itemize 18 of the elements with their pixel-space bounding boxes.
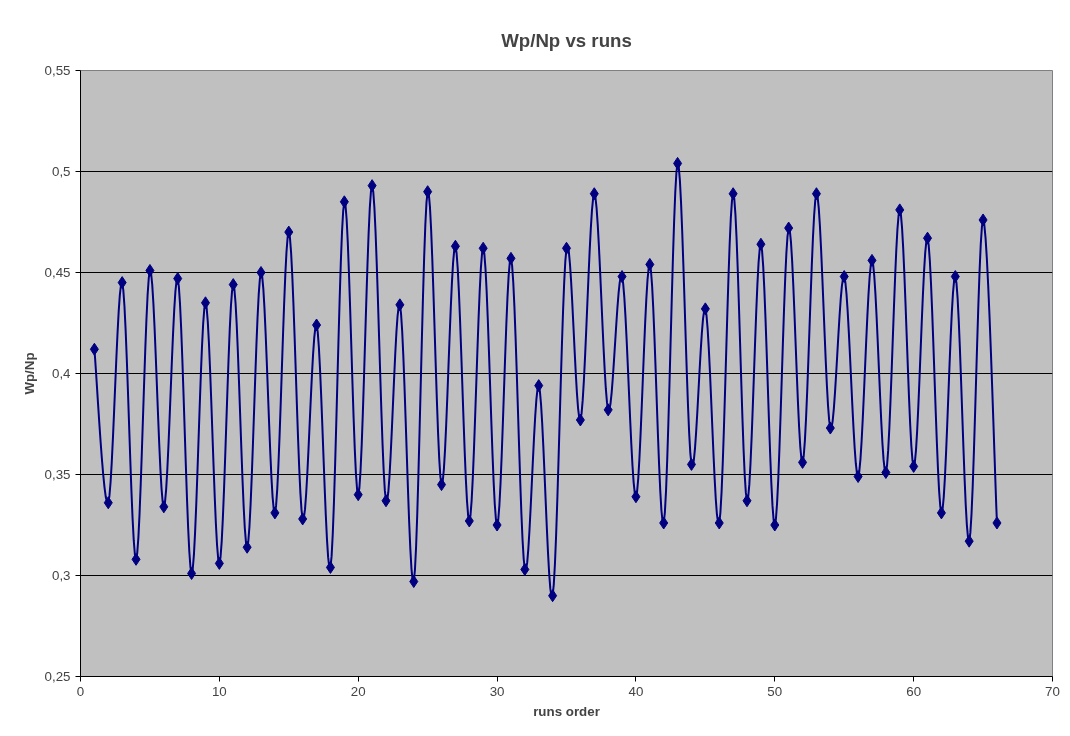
- x-tick-label: 40: [628, 683, 644, 699]
- x-tick-label: 0: [76, 683, 85, 699]
- y-tick-label: 0,4: [51, 366, 72, 381]
- y-tick-label: 0,55: [44, 63, 71, 78]
- y-tick-label: 0,5: [51, 164, 71, 179]
- y-tick-label: 0,25: [44, 669, 71, 684]
- y-axis-title: Wp/Np: [21, 352, 37, 395]
- x-tick-label: 50: [767, 683, 783, 699]
- x-tick-label: 70: [1045, 683, 1060, 699]
- x-tick-label: 20: [350, 683, 366, 699]
- x-axis-title: runs order: [533, 703, 600, 719]
- y-tick-label: 0,35: [44, 467, 71, 482]
- chart-title: Wp/Np vs runs: [501, 29, 632, 51]
- x-tick-label: 60: [906, 683, 922, 699]
- x-tick-label: 10: [211, 683, 227, 699]
- x-tick-label: 30: [489, 683, 505, 699]
- y-tick-label: 0,45: [44, 265, 71, 280]
- y-tick-label: 0,3: [51, 568, 71, 583]
